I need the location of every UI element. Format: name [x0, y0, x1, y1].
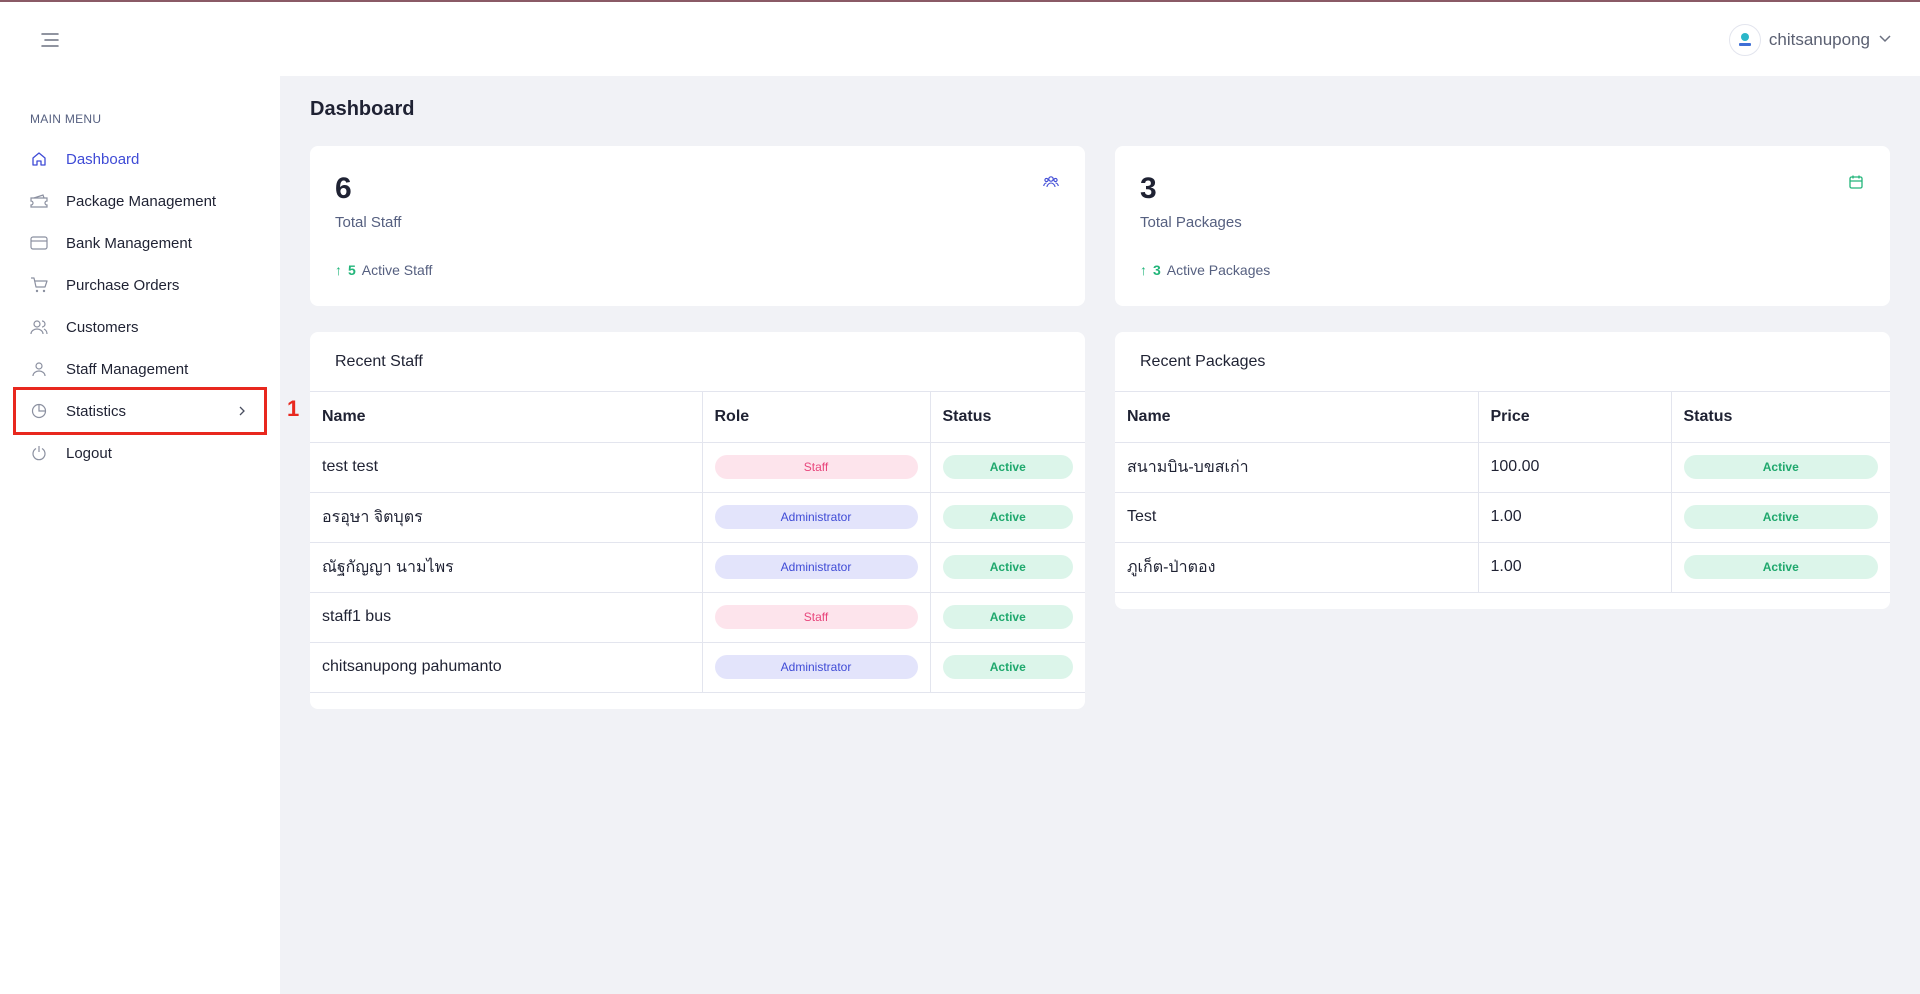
role-badge: Administrator: [714, 555, 918, 579]
arrow-up-icon: ↑: [335, 262, 342, 278]
menu-heading: MAIN MENU: [30, 112, 102, 126]
package-name: ภูเก็ต-ป่าตอง: [1115, 542, 1479, 593]
sidebar-item-label: Bank Management: [66, 234, 192, 252]
page-title: Dashboard: [310, 98, 415, 120]
active-staff-label: Active Staff: [361, 262, 433, 278]
table-header-row: Name Role Status: [310, 392, 1085, 443]
staff-name: staff1 bus: [310, 592, 703, 643]
table-row: test test Staff Active: [310, 442, 1085, 493]
table-row: chitsanupong pahumanto Administrator Act…: [310, 642, 1085, 693]
chevron-down-icon: [1878, 31, 1892, 50]
table-row: สนามบิน-บขสเก่า 100.00 Active: [1115, 442, 1890, 493]
recent-staff-table: Name Role Status test test Staff Active …: [310, 392, 1085, 693]
username: chitsanupong: [1768, 30, 1870, 49]
sidebar-item-label: Staff Management: [66, 360, 189, 378]
sidebar-item-purchase-orders[interactable]: Purchase Orders: [16, 264, 264, 306]
status-badge: Active: [942, 505, 1073, 529]
table-header-row: Name Price Status: [1115, 392, 1890, 443]
sidebar-item-package-management[interactable]: Package Management: [16, 180, 264, 222]
staff-name: chitsanupong pahumanto: [310, 642, 703, 693]
column-header: Name: [1115, 392, 1479, 443]
total-packages-label: Total Packages: [1140, 214, 1242, 231]
total-staff-label: Total Staff: [335, 214, 402, 231]
sidebar-item-label: Customers: [66, 318, 139, 336]
recent-packages-card: Recent Packages Name Price Status สนามบิ…: [1115, 332, 1890, 609]
table-row: อรอุษา จิตบุตร Administrator Active: [310, 492, 1085, 543]
recent-staff-card: Recent Staff Name Role Status test test …: [310, 332, 1085, 709]
package-price: 100.00: [1478, 442, 1672, 493]
user-icon: [30, 360, 48, 378]
recent-packages-table: Name Price Status สนามบิน-บขสเก่า 100.00…: [1115, 392, 1890, 593]
staff-name: อรอุษา จิตบุตร: [310, 492, 703, 543]
status-badge: Active: [1683, 555, 1878, 579]
package-price: 1.00: [1478, 542, 1672, 593]
active-staff-summary: ↑ 5 Active Staff: [335, 262, 432, 278]
sidebar-item-label: Dashboard: [66, 150, 140, 168]
sidebar: MAIN MENU Dashboard Package Management B…: [0, 76, 280, 994]
sidebar-item-logout[interactable]: Logout: [16, 432, 264, 474]
sidebar-item-label: Purchase Orders: [66, 276, 180, 294]
staff-name: ณัฐกัญญา นามไพร: [310, 542, 703, 593]
pie-chart-icon: [30, 402, 48, 420]
power-icon: [30, 444, 48, 462]
status-badge: Active: [942, 655, 1073, 679]
package-name: สนามบิน-บขสเก่า: [1115, 442, 1479, 493]
cart-icon: [30, 276, 48, 294]
role-badge: Staff: [714, 455, 918, 479]
column-header: Role: [702, 392, 931, 443]
credit-card-icon: [30, 234, 48, 252]
users-icon: [30, 318, 48, 336]
role-badge: Staff: [714, 605, 918, 629]
avatar: [1728, 24, 1761, 56]
home-icon: [30, 150, 48, 168]
package-name: Test: [1115, 492, 1479, 543]
status-badge: Active: [1683, 505, 1878, 529]
chevron-right-icon: [234, 403, 250, 419]
column-header: Status: [930, 392, 1085, 443]
sidebar-item-label: Package Management: [66, 192, 217, 210]
table-row: Test 1.00 Active: [1115, 492, 1890, 543]
arrow-up-icon: ↑: [1140, 262, 1147, 278]
top-bar: chitsanupong: [0, 0, 1920, 76]
staff-name: test test: [310, 442, 703, 493]
sidebar-item-dashboard[interactable]: Dashboard: [16, 138, 264, 180]
column-header: Price: [1478, 392, 1672, 443]
total-packages-value: 3: [1140, 172, 1157, 205]
user-menu[interactable]: chitsanupong: [1728, 22, 1892, 58]
menu-toggle-icon[interactable]: [36, 26, 64, 54]
active-packages-label: Active Packages: [1166, 262, 1271, 278]
sidebar-item-staff-management[interactable]: Staff Management: [16, 348, 264, 390]
active-packages-count: 3: [1153, 262, 1161, 278]
status-badge: Active: [942, 455, 1073, 479]
main-menu: Dashboard Package Management Bank Manage…: [13, 138, 267, 474]
role-badge: Administrator: [714, 505, 918, 529]
sidebar-item-label: Logout: [66, 444, 112, 462]
annotation-number: 1: [287, 396, 300, 421]
status-badge: Active: [942, 605, 1073, 629]
total-staff-card: 6 Total Staff ↑ 5 Active Staff: [310, 146, 1085, 306]
package-price: 1.00: [1478, 492, 1672, 543]
recent-packages-title: Recent Packages: [1115, 332, 1890, 392]
calendar-icon: [1848, 174, 1864, 190]
total-staff-value: 6: [335, 172, 352, 205]
active-packages-summary: ↑ 3 Active Packages: [1140, 262, 1270, 278]
sidebar-item-statistics[interactable]: Statistics: [13, 387, 267, 435]
table-row: ภูเก็ต-ป่าตอง 1.00 Active: [1115, 542, 1890, 593]
total-packages-card: 3 Total Packages ↑ 3 Active Packages: [1115, 146, 1890, 306]
role-badge: Administrator: [714, 655, 918, 679]
sidebar-item-bank-management[interactable]: Bank Management: [16, 222, 264, 264]
ticket-icon: [30, 192, 48, 210]
users-group-icon: [1043, 174, 1059, 190]
table-row: ณัฐกัญญา นามไพร Administrator Active: [310, 542, 1085, 593]
active-staff-count: 5: [348, 262, 356, 278]
sidebar-item-customers[interactable]: Customers: [16, 306, 264, 348]
sidebar-item-label: Statistics: [66, 402, 127, 420]
column-header: Status: [1671, 392, 1890, 443]
recent-staff-title: Recent Staff: [310, 332, 1085, 392]
status-badge: Active: [942, 555, 1073, 579]
column-header: Name: [310, 392, 703, 443]
table-row: staff1 bus Staff Active: [310, 592, 1085, 643]
status-badge: Active: [1683, 455, 1878, 479]
